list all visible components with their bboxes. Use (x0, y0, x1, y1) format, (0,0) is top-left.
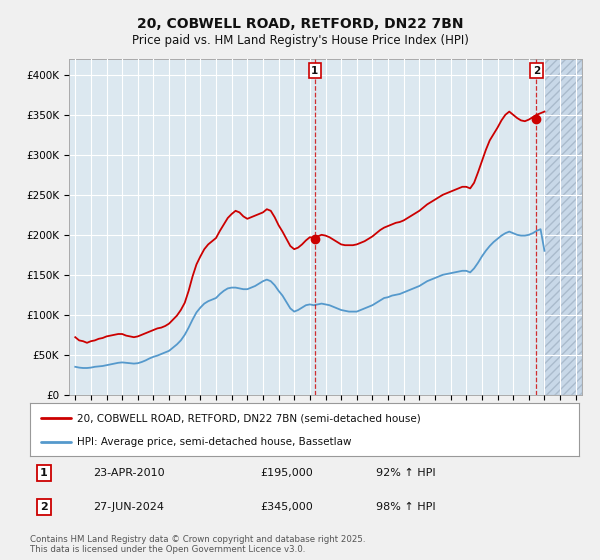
Text: 2: 2 (40, 502, 47, 512)
Text: 98% ↑ HPI: 98% ↑ HPI (376, 502, 436, 512)
Text: 20, COBWELL ROAD, RETFORD, DN22 7BN (semi-detached house): 20, COBWELL ROAD, RETFORD, DN22 7BN (sem… (77, 413, 421, 423)
Bar (544, 59, 582, 395)
Text: Price paid vs. HM Land Registry's House Price Index (HPI): Price paid vs. HM Land Registry's House … (131, 34, 469, 46)
Text: 2: 2 (533, 66, 540, 76)
Text: £345,000: £345,000 (260, 502, 313, 512)
Text: 92% ↑ HPI: 92% ↑ HPI (376, 468, 436, 478)
Text: £195,000: £195,000 (260, 468, 313, 478)
Text: 20, COBWELL ROAD, RETFORD, DN22 7BN: 20, COBWELL ROAD, RETFORD, DN22 7BN (137, 17, 463, 31)
Text: 23-APR-2010: 23-APR-2010 (93, 468, 165, 478)
Text: 1: 1 (40, 468, 47, 478)
Text: 1: 1 (311, 66, 319, 76)
Text: HPI: Average price, semi-detached house, Bassetlaw: HPI: Average price, semi-detached house,… (77, 436, 351, 446)
Text: Contains HM Land Registry data © Crown copyright and database right 2025.
This d: Contains HM Land Registry data © Crown c… (30, 535, 365, 554)
Text: 27-JUN-2024: 27-JUN-2024 (93, 502, 164, 512)
